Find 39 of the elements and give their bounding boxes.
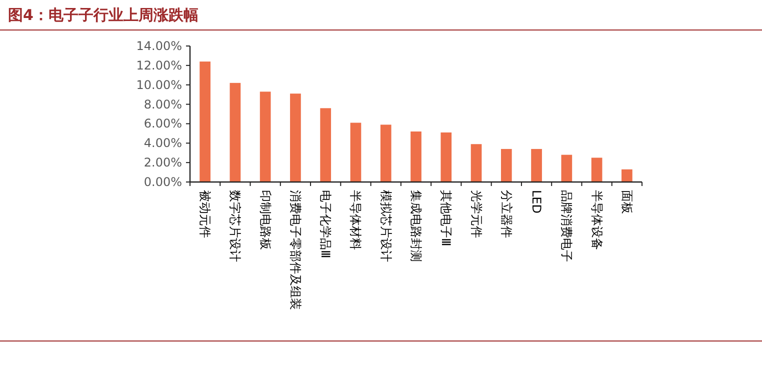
x-tick-label: 分立器件 [499,190,514,238]
x-tick-label: 被动元件 [198,190,212,238]
bar [591,158,602,182]
y-tick-label: 14.00% [136,39,182,53]
x-tick-label: 品牌消费电子 [560,190,574,262]
x-tick-label: 半导体材料 [348,190,363,250]
x-tick-label: 面板 [620,190,634,214]
bar [500,148,512,182]
bar [531,148,542,182]
y-tick-label: 8.00% [144,97,182,112]
bar [622,169,632,182]
bar [290,94,301,182]
y-tick-label: 0.00% [144,175,182,189]
bar [320,108,332,182]
x-tick-label: 电子化学品Ⅲ [318,190,333,258]
bar [230,82,241,182]
x-tick-label: 消费电子零部件及组装 [288,190,302,310]
bar [380,124,392,182]
x-tick-label: 光学元件 [469,190,484,238]
y-tick-label: 4.00% [144,136,182,150]
x-tick-label: 集成电路封测 [409,190,423,262]
x-tick-label: 模拟芯片设计 [378,190,393,262]
y-tick-label: 6.00% [144,116,182,131]
chart-title: 图4：电子子行业上周涨跌幅 [8,6,198,24]
y-tick-label: 12.00% [136,58,182,72]
bar [350,122,362,182]
x-tick-label: 半导体设备 [590,190,604,250]
bar [440,132,452,182]
bar [410,131,422,182]
x-tick-label: 其他电子Ⅲ [439,190,454,246]
y-tick-label: 2.00% [144,156,182,170]
x-tick-label: LED [530,190,544,214]
x-tick-label: 印制电路板 [258,190,272,250]
bar [470,144,482,182]
x-tick-label: 数字芯片设计 [228,190,242,262]
bar [200,62,210,182]
bar [561,154,572,182]
bar [260,92,271,182]
y-tick-label: 10.00% [136,78,182,92]
